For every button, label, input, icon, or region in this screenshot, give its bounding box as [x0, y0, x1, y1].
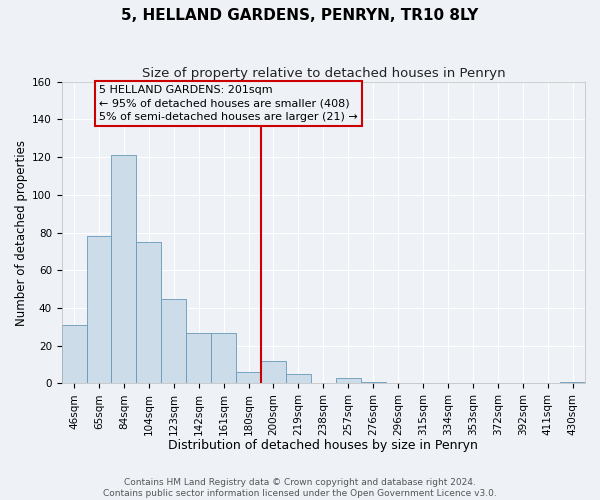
- Bar: [336, 378, 361, 384]
- Text: 5 HELLAND GARDENS: 201sqm
← 95% of detached houses are smaller (408)
5% of semi-: 5 HELLAND GARDENS: 201sqm ← 95% of detac…: [99, 86, 358, 122]
- Bar: [361, 382, 386, 384]
- Bar: [186, 332, 211, 384]
- Text: 5, HELLAND GARDENS, PENRYN, TR10 8LY: 5, HELLAND GARDENS, PENRYN, TR10 8LY: [121, 8, 479, 22]
- Bar: [236, 372, 261, 384]
- Title: Size of property relative to detached houses in Penryn: Size of property relative to detached ho…: [142, 68, 505, 80]
- Bar: [211, 332, 236, 384]
- Bar: [560, 382, 585, 384]
- Bar: [62, 325, 86, 384]
- Bar: [286, 374, 311, 384]
- Text: Contains HM Land Registry data © Crown copyright and database right 2024.
Contai: Contains HM Land Registry data © Crown c…: [103, 478, 497, 498]
- Bar: [136, 242, 161, 384]
- Bar: [86, 236, 112, 384]
- Y-axis label: Number of detached properties: Number of detached properties: [15, 140, 28, 326]
- X-axis label: Distribution of detached houses by size in Penryn: Distribution of detached houses by size …: [169, 440, 478, 452]
- Bar: [112, 155, 136, 384]
- Bar: [261, 361, 286, 384]
- Bar: [161, 298, 186, 384]
